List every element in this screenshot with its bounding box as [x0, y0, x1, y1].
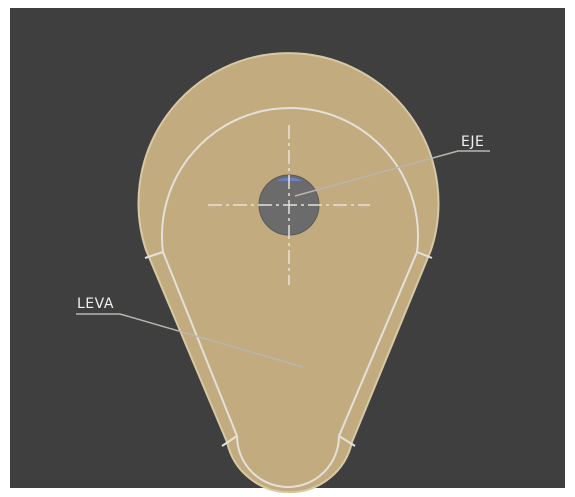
tangent-tick-marks [144, 251, 433, 447]
centerlines [208, 125, 370, 285]
tick-lower-right [338, 435, 356, 447]
tick-lower-left [221, 435, 238, 447]
cam-inner-outline [161, 107, 419, 488]
leader-line-shaft [294, 150, 490, 197]
tick-upper-left [144, 251, 164, 259]
tick-upper-right [416, 251, 433, 259]
shaft-label: EJE [461, 134, 484, 150]
cam-body [137, 52, 440, 494]
leader-line-cam [76, 313, 304, 368]
cam-label: LEVA [77, 296, 114, 312]
